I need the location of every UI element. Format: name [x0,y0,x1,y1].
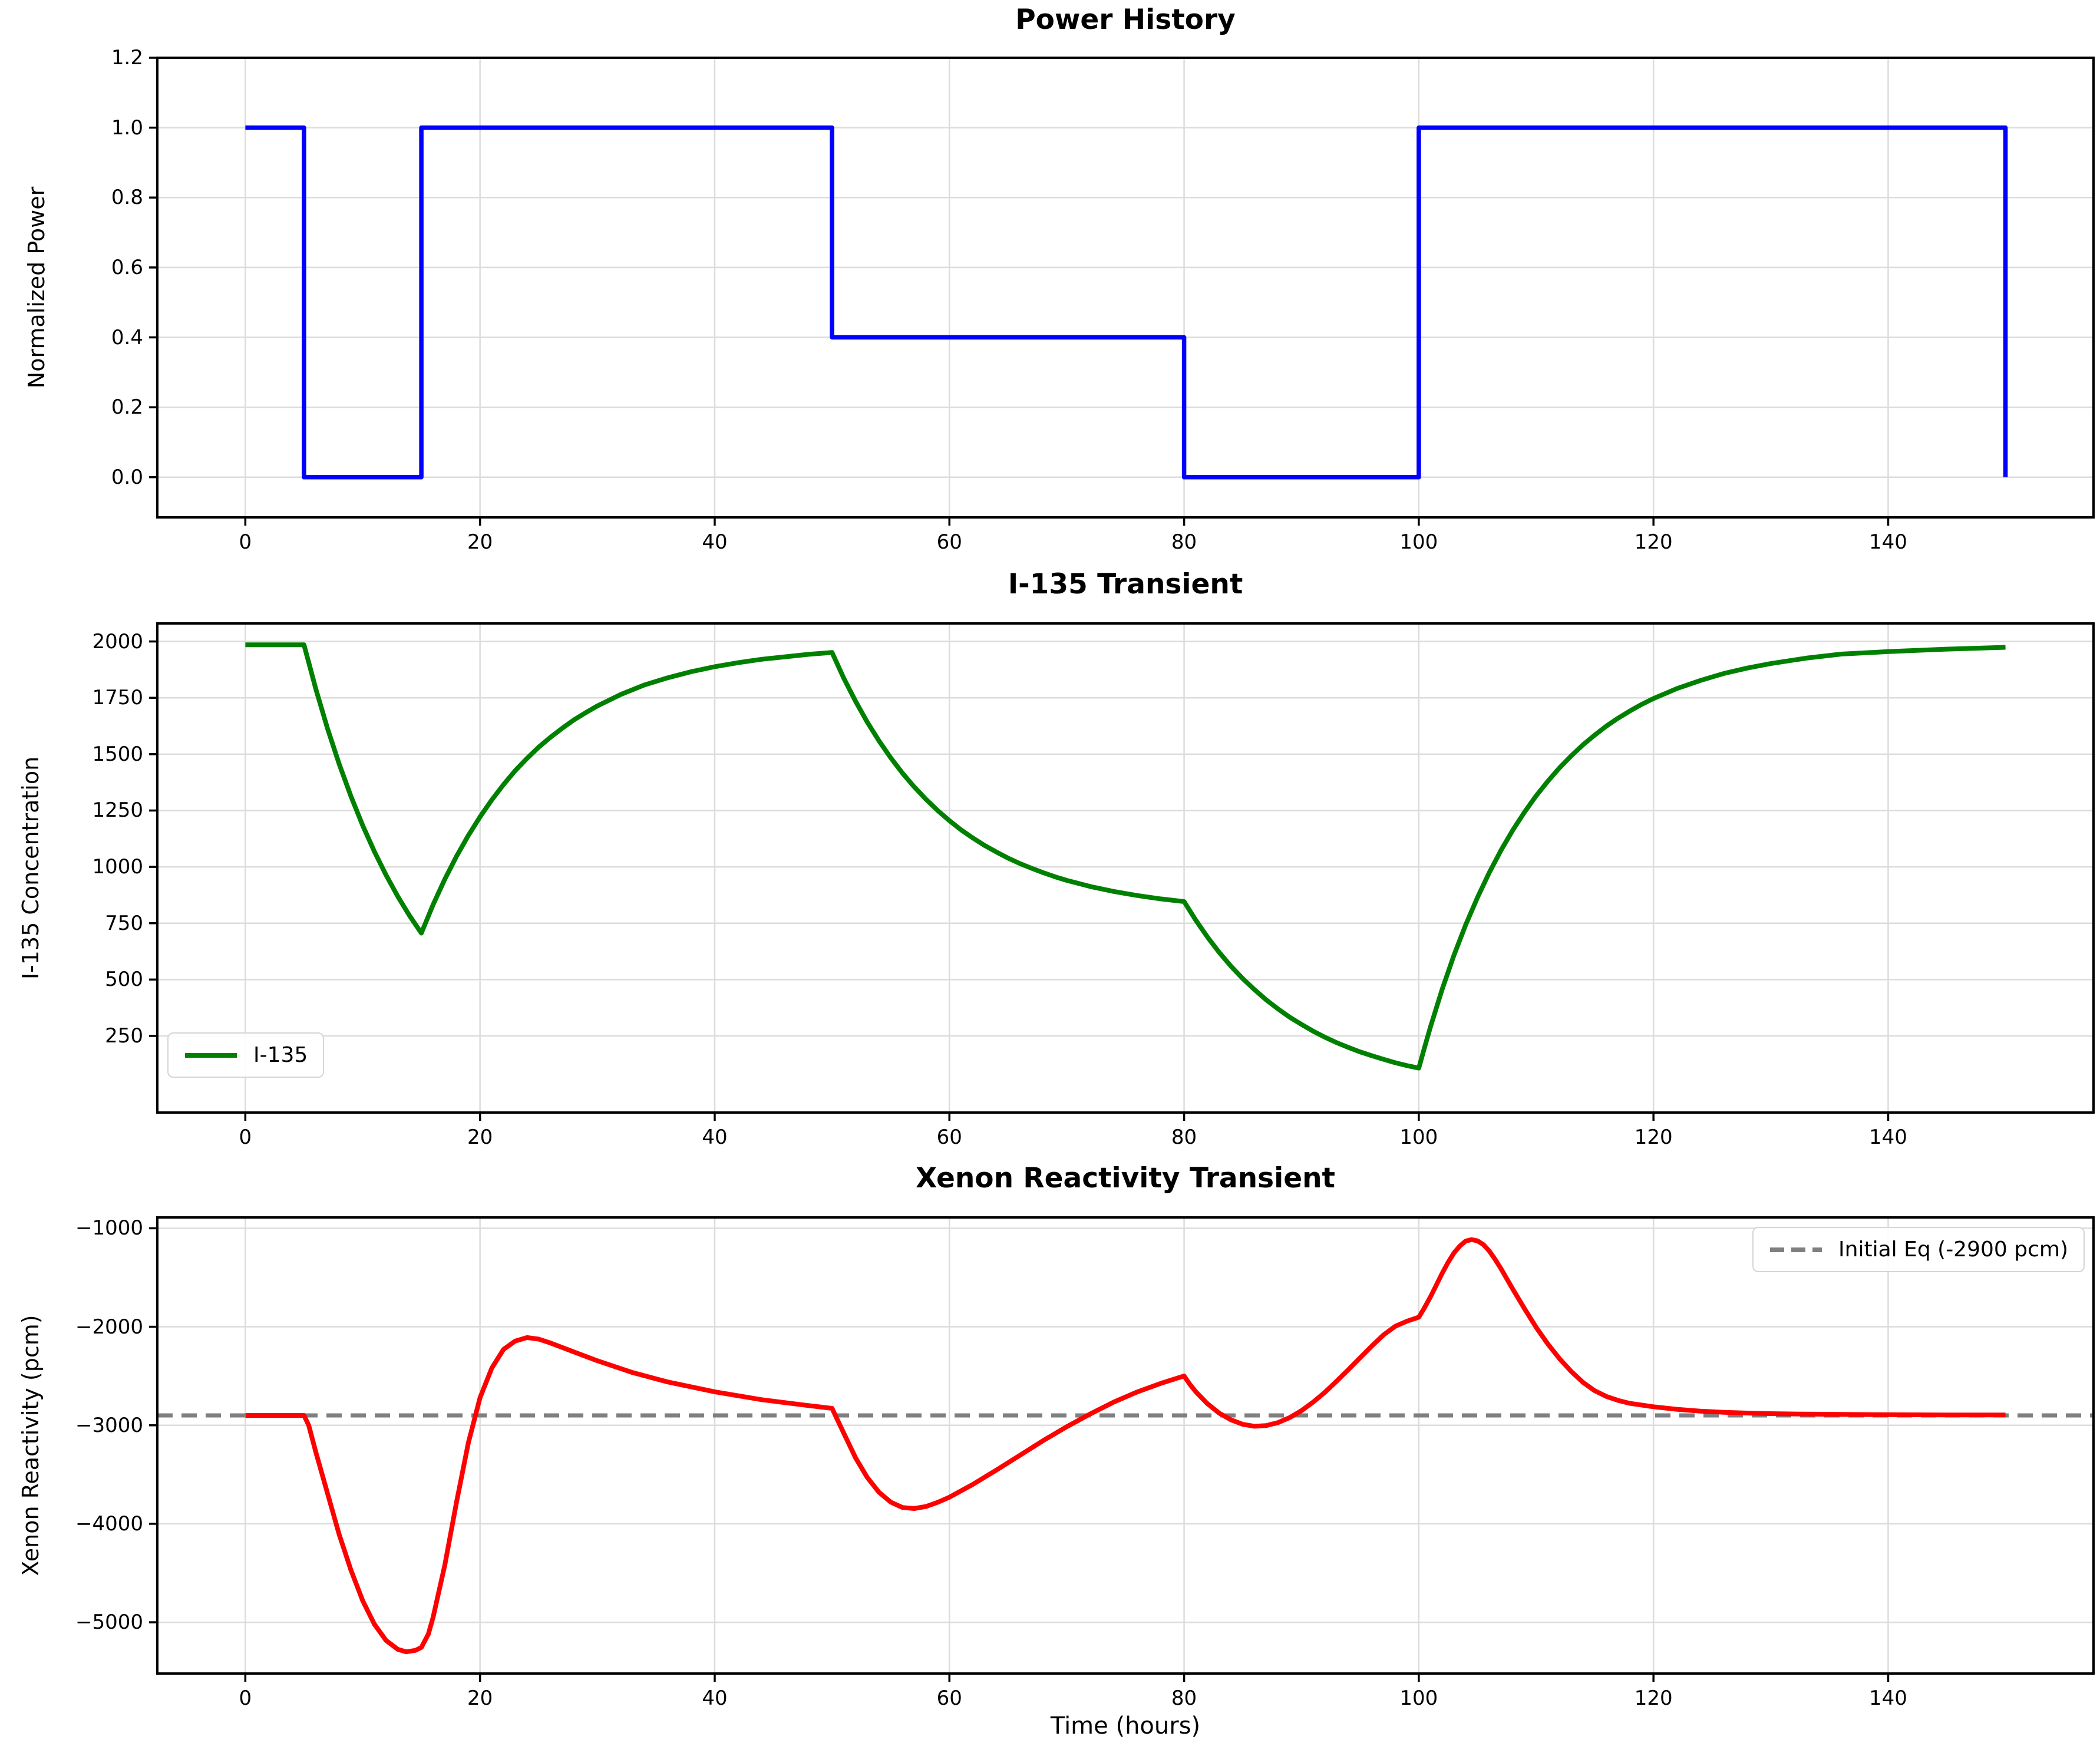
y-tick-label: 1.2 [111,46,143,70]
x-tick-label: 60 [936,1686,962,1710]
x-tick-label: 0 [239,530,252,554]
x-tick-label: 100 [1399,1126,1438,1149]
chart-title-xenon-reactivity: Xenon Reactivity Transient [916,1162,1335,1194]
y-tick-label: 1000 [92,855,143,879]
x-tick-label: 120 [1634,1126,1673,1149]
y-tick-label: 250 [105,1024,143,1048]
chart-title-power-history: Power History [1015,4,1236,36]
legend-iodine: I-135 [167,1032,325,1078]
y-axis-label-power: Normalized Power [24,186,49,389]
y-tick-label: 1.0 [111,115,143,140]
y-axis-label-xenon: Xenon Reactivity (pcm) [18,1315,44,1576]
x-tick-label: 140 [1869,530,1907,554]
x-tick-label: 40 [702,1686,728,1710]
x-tick-label: 0 [239,1686,252,1710]
series-i-135 [245,642,2006,1071]
y-tick-label: 1250 [92,798,143,823]
series-power [245,125,2008,480]
y-tick-label: 1500 [92,742,143,766]
series-xenon-reactivity [245,1237,2006,1655]
x-tick-label: 20 [467,1126,493,1149]
legend-equilibrium-reference: Initial Eq (-2900 pcm) [1752,1227,2085,1272]
y-tick-label: −4000 [75,1511,143,1536]
y-tick-label: 500 [105,968,143,992]
x-tick-label: 140 [1869,1686,1907,1710]
x-tick-label: 80 [1171,1686,1197,1710]
y-tick-label: 0.6 [111,255,143,279]
x-tick-label: 60 [936,530,962,554]
legend-iodine-label: I-135 [253,1043,308,1067]
axes-spines [156,622,2095,1114]
x-tick-label: 40 [702,1126,728,1149]
y-tick-label: −2000 [75,1315,143,1339]
y-tick-label: −3000 [75,1413,143,1437]
x-tick-label: 0 [239,1126,252,1149]
x-tick-label: 120 [1634,530,1673,554]
x-tick-label: 60 [936,1126,962,1149]
y-tick-label: 0.0 [111,465,143,489]
y-tick-label: 750 [105,911,143,935]
y-tick-label: 0.2 [111,395,143,420]
x-tick-label: 40 [702,530,728,554]
y-tick-label: 0.4 [111,325,143,349]
y-tick-label: 0.8 [111,186,143,210]
legend-equilibrium-label: Initial Eq (-2900 pcm) [1838,1237,2068,1262]
x-tick-label: 80 [1171,530,1197,554]
dashed-line-swatch-icon [1770,1247,1822,1252]
x-axis-label-time: Time (hours) [1050,1712,1201,1740]
y-tick-label: −5000 [75,1610,143,1635]
x-tick-label: 20 [467,1686,493,1710]
y-tick-label: −1000 [75,1216,143,1240]
x-tick-label: 20 [467,530,493,554]
x-tick-label: 100 [1399,530,1438,554]
axes-spines [156,1216,2095,1675]
x-tick-label: 140 [1869,1126,1907,1149]
x-tick-label: 120 [1634,1686,1673,1710]
x-tick-label: 80 [1171,1126,1197,1149]
chart-title-i135-transient: I-135 Transient [1008,568,1243,600]
x-tick-label: 100 [1399,1686,1438,1710]
axes-spines [156,57,2095,519]
y-tick-label: 2000 [92,629,143,653]
y-tick-label: 1750 [92,686,143,710]
iodine-line-swatch-icon [185,1052,237,1058]
